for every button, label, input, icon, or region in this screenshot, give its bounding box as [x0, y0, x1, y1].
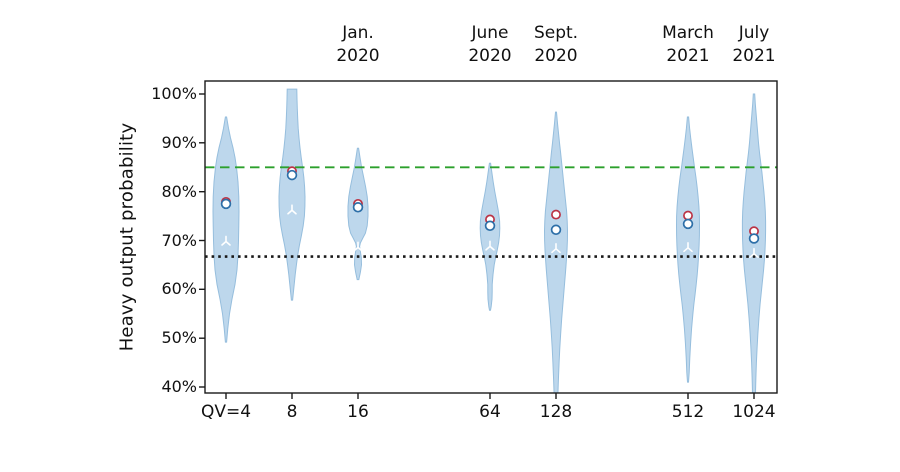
blue-circle-marker [682, 218, 694, 230]
blue-circle-marker [550, 224, 562, 236]
x-tick-label-1024: 1024 [732, 402, 776, 422]
white-tri-marker [485, 240, 495, 251]
axes-box [204, 80, 778, 394]
blue-circle-marker [352, 202, 364, 213]
x-tick-label-QV=4: QV=4 [200, 402, 252, 422]
y-tick-label-40: 40% [161, 377, 197, 396]
y-tick-label-80: 80% [161, 182, 197, 201]
white-tri-marker [221, 235, 231, 246]
white-tri-marker [683, 242, 693, 253]
violin-16 [347, 147, 369, 281]
blue-circle-marker [748, 233, 760, 244]
violin-64 [479, 162, 501, 311]
top-date-label-Jan-2020: Jan. 2020 [336, 23, 380, 66]
top-date-label-June-2020: June 2020 [468, 23, 512, 66]
x-tick-label-128: 128 [539, 402, 573, 422]
markers-layer [220, 166, 760, 258]
white-tri-marker [749, 247, 759, 258]
blue-circle-marker [220, 198, 232, 210]
x-tick-label-512: 512 [671, 402, 705, 422]
blue-circle-marker [484, 220, 496, 232]
violin-128 [543, 111, 569, 393]
blue-circle-marker [286, 169, 298, 181]
y-tick-label-50: 50% [161, 328, 197, 347]
violin-4 [212, 116, 240, 343]
top-date-label-Sept-2020: Sept. 2020 [533, 23, 579, 66]
x-tick-label-16: 16 [347, 402, 369, 422]
x-tick-label-8: 8 [286, 402, 298, 422]
tick-marks [199, 93, 755, 399]
violin-512 [675, 116, 701, 383]
y-tick-label-60: 60% [161, 279, 197, 298]
x-tick-label-64: 64 [479, 402, 501, 422]
y-tick-label-90: 90% [161, 133, 197, 152]
y-tick-label-70: 70% [161, 231, 197, 250]
violin-8 [278, 88, 306, 301]
red-circle-marker [551, 209, 561, 220]
top-date-label-July-2021: July 2021 [732, 23, 776, 66]
y-tick-label-100: 100% [151, 84, 197, 103]
white-tri-marker [551, 243, 561, 254]
white-tri-marker [353, 241, 363, 252]
top-date-label-March-2021: March 2021 [662, 23, 714, 66]
violin-1024 [741, 93, 767, 393]
red-circle-marker [683, 210, 693, 221]
white-tri-marker [287, 204, 297, 215]
